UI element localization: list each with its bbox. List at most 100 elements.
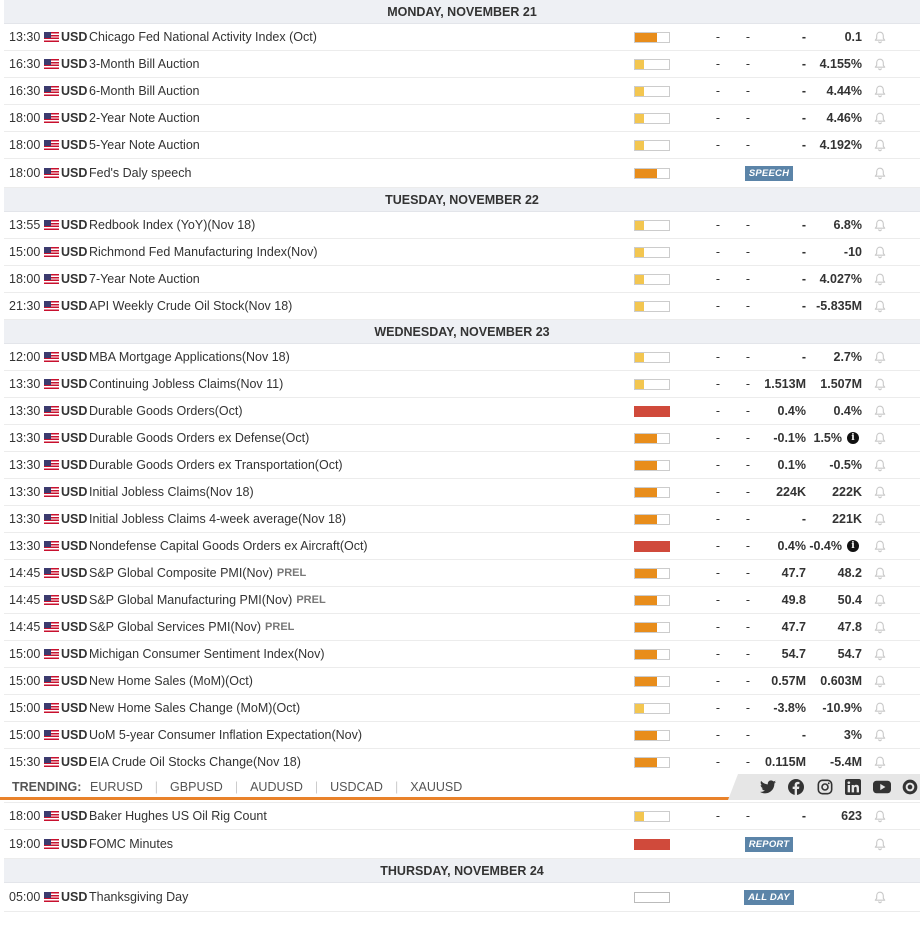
trending-link[interactable]: GBPUSD xyxy=(170,780,223,794)
event-name[interactable]: 2-Year Note Auction xyxy=(89,111,200,125)
event-row[interactable]: 21:30 USD API Weekly Crude Oil Stock(Nov 1… xyxy=(4,293,920,320)
event-row[interactable]: 15:30 USD EIA Crude Oil Stocks Change(Nov … xyxy=(4,749,920,776)
bell-icon[interactable] xyxy=(872,506,888,532)
bell-icon[interactable] xyxy=(872,24,888,50)
bell-icon[interactable] xyxy=(872,293,888,319)
bell-icon[interactable] xyxy=(872,266,888,292)
instagram-icon[interactable] xyxy=(815,777,835,797)
bell-icon[interactable] xyxy=(872,695,888,721)
bell-icon[interactable] xyxy=(872,51,888,77)
event-name[interactable]: Richmond Fed Manufacturing Index(Nov) xyxy=(89,245,318,259)
event-row[interactable]: 18:00 USD 5-Year Note Auction - - -4.192% xyxy=(4,132,920,159)
event-name[interactable]: New Home Sales Change (MoM)(Oct) xyxy=(89,701,301,715)
bell-icon[interactable] xyxy=(872,722,888,748)
event-name[interactable]: FOMC Minutes xyxy=(89,837,174,851)
twitter-icon[interactable] xyxy=(758,777,778,797)
event-name[interactable]: Michigan Consumer Sentiment Index(Nov) xyxy=(89,647,325,661)
trending-link[interactable]: XAUUSD xyxy=(410,780,463,794)
event-name[interactable]: 7-Year Note Auction xyxy=(89,272,200,286)
event-row[interactable]: 13:30 USD Durable Goods Orders ex Defense(… xyxy=(4,425,920,452)
bell-icon[interactable] xyxy=(872,371,888,397)
event-name[interactable]: S&P Global Services PMI(Nov) xyxy=(89,620,262,634)
event-row[interactable]: 05:00 USD Thanksgiving Day ALL DAY xyxy=(4,883,920,912)
event-name[interactable]: MBA Mortgage Applications(Nov 18) xyxy=(89,350,290,364)
event-name[interactable]: Redbook Index (YoY)(Nov 18) xyxy=(89,218,256,232)
event-row[interactable]: 15:00 USD Michigan Consumer Sentiment Inde… xyxy=(4,641,920,668)
event-row[interactable]: 15:00 USD Richmond Fed Manufacturing Index… xyxy=(4,239,920,266)
bell-icon[interactable] xyxy=(872,668,888,694)
bell-icon[interactable] xyxy=(872,425,888,451)
event-name[interactable]: S&P Global Composite PMI(Nov) xyxy=(89,566,273,580)
event-row[interactable]: 14:45 USD S&P Global Manufacturing PMI(Nov… xyxy=(4,587,920,614)
trending-link[interactable]: AUDUSD xyxy=(250,780,303,794)
event-row[interactable]: 13:30 USD Durable Goods Orders(Oct) - - 0.4% 0… xyxy=(4,398,920,425)
event-row[interactable]: 13:30 USD Nondefense Capital Goods Orders … xyxy=(4,533,920,560)
event-name[interactable]: API Weekly Crude Oil Stock(Nov 18) xyxy=(89,299,293,313)
bell-icon[interactable] xyxy=(872,479,888,505)
rss-icon[interactable] xyxy=(901,777,920,797)
event-row[interactable]: 14:45 USD S&P Global Services PMI(Nov) PREL… xyxy=(4,614,920,641)
linkedin-icon[interactable] xyxy=(844,777,864,797)
bell-icon[interactable] xyxy=(872,641,888,667)
event-row[interactable]: 15:00 USD UoM 5-year Consumer Inflation Ex… xyxy=(4,722,920,749)
bell-icon[interactable] xyxy=(872,159,888,187)
event-row[interactable]: 18:00 USD 2-Year Note Auction - - - 4.46% xyxy=(4,105,920,132)
bell-icon[interactable] xyxy=(872,452,888,478)
trending-link[interactable]: EURUSD xyxy=(90,780,143,794)
event-row[interactable]: 12:00 USD MBA Mortgage Applications(Nov 18… xyxy=(4,344,920,371)
event-row[interactable]: 13:30 USD Chicago Fed National Activity In… xyxy=(4,24,920,51)
event-row[interactable]: 16:30 USD 6-Month Bill Auction - - - 4.44% xyxy=(4,78,920,105)
bell-icon[interactable] xyxy=(872,587,888,613)
bell-icon[interactable] xyxy=(872,830,888,858)
bell-icon[interactable] xyxy=(872,883,888,911)
event-row[interactable]: 18:00 USD Baker Hughes US Oil Rig Count - - -… xyxy=(4,803,920,830)
event-name[interactable]: Durable Goods Orders(Oct) xyxy=(89,404,243,418)
event-name[interactable]: EIA Crude Oil Stocks Change(Nov 18) xyxy=(89,755,301,769)
bell-icon[interactable] xyxy=(872,533,888,559)
bell-icon[interactable] xyxy=(872,105,888,131)
bell-icon[interactable] xyxy=(872,614,888,640)
bell-icon[interactable] xyxy=(872,212,888,238)
event-name[interactable]: Durable Goods Orders ex Transportation(O… xyxy=(89,458,343,472)
event-row[interactable]: 13:55 USD Redbook Index (YoY)(Nov 18) - - - 6.… xyxy=(4,212,920,239)
info-icon[interactable]: i xyxy=(847,540,859,552)
event-row[interactable]: 13:30 USD Continuing Jobless Claims(Nov 11… xyxy=(4,371,920,398)
event-row[interactable]: 13:30 USD Initial Jobless Claims 4-week av… xyxy=(4,506,920,533)
event-name[interactable]: Thanksgiving Day xyxy=(89,890,189,904)
event-name[interactable]: UoM 5-year Consumer Inflation Expectatio… xyxy=(89,728,363,742)
event-name[interactable]: Initial Jobless Claims(Nov 18) xyxy=(89,485,254,499)
event-row[interactable]: 16:30 USD 3-Month Bill Auction - - -4.155% xyxy=(4,51,920,78)
bell-icon[interactable] xyxy=(872,78,888,104)
trending-link[interactable]: USDCAD xyxy=(330,780,383,794)
event-name[interactable]: Baker Hughes US Oil Rig Count xyxy=(89,809,267,823)
event-name[interactable]: Continuing Jobless Claims(Nov 11) xyxy=(89,377,284,391)
event-name[interactable]: Nondefense Capital Goods Orders ex Aircr… xyxy=(89,539,368,553)
event-name[interactable]: 5-Year Note Auction xyxy=(89,138,200,152)
bell-icon[interactable] xyxy=(872,132,888,158)
bell-icon[interactable] xyxy=(872,398,888,424)
youtube-icon[interactable] xyxy=(872,777,892,797)
bell-icon[interactable] xyxy=(872,749,888,775)
info-icon[interactable]: i xyxy=(847,432,859,444)
event-row[interactable]: 14:45 USD S&P Global Composite PMI(Nov) PRE… xyxy=(4,560,920,587)
event-row[interactable]: 15:00 USD New Home Sales Change (MoM)(Oct)… xyxy=(4,695,920,722)
event-row[interactable]: 15:00 USD New Home Sales (MoM)(Oct) - - 0.57M… xyxy=(4,668,920,695)
event-name[interactable]: S&P Global Manufacturing PMI(Nov) xyxy=(89,593,293,607)
event-row[interactable]: 18:00 USD Fed's Daly speech SPEECH xyxy=(4,159,920,188)
event-name[interactable]: 3-Month Bill Auction xyxy=(89,57,200,71)
event-row[interactable]: 18:00 USD 7-Year Note Auction - - -4.027% xyxy=(4,266,920,293)
event-row[interactable]: 19:00 USD FOMC Minutes REPORT xyxy=(4,830,920,859)
bell-icon[interactable] xyxy=(872,239,888,265)
event-name[interactable]: Initial Jobless Claims 4-week average(No… xyxy=(89,512,347,526)
event-name[interactable]: Fed's Daly speech xyxy=(89,166,192,180)
event-name[interactable]: 6-Month Bill Auction xyxy=(89,84,200,98)
event-name[interactable]: Durable Goods Orders ex Defense(Oct) xyxy=(89,431,310,445)
event-row[interactable]: 13:30 USD Durable Goods Orders ex Transpor… xyxy=(4,452,920,479)
event-row[interactable]: 13:30 USD Initial Jobless Claims(Nov 18) - -… xyxy=(4,479,920,506)
event-name[interactable]: New Home Sales (MoM)(Oct) xyxy=(89,674,253,688)
bell-icon[interactable] xyxy=(872,560,888,586)
bell-icon[interactable] xyxy=(872,803,888,829)
bell-icon[interactable] xyxy=(872,344,888,370)
facebook-icon[interactable] xyxy=(787,777,807,797)
event-name[interactable]: Chicago Fed National Activity Index (Oct… xyxy=(89,30,317,44)
